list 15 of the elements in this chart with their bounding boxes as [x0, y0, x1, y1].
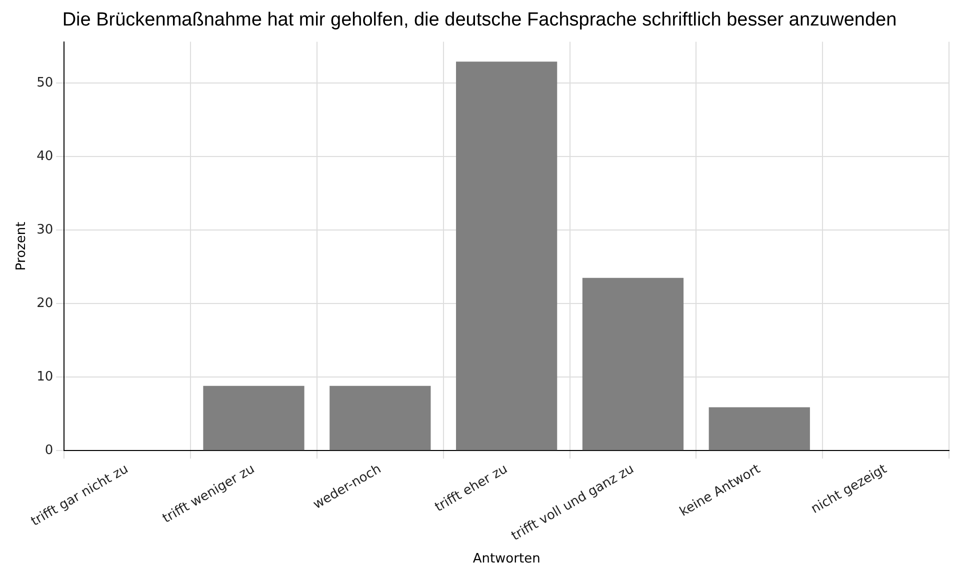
bar	[582, 278, 684, 450]
bar	[203, 386, 304, 450]
x-tick-label: trifft eher zu	[432, 462, 510, 516]
chart-title: Die Brückenmaßnahme hat mir geholfen, die deutsche Fachsprache schriftlich besser anzuwenden	[62, 10, 897, 31]
bar	[708, 407, 810, 450]
y-tick-label: 30	[36, 222, 54, 238]
x-axis-title: Antworten	[472, 552, 540, 567]
y-tick-label: 10	[36, 369, 54, 384]
y-tick-label: 50	[36, 75, 54, 90]
y-tick-label: 0	[44, 442, 54, 458]
bar	[456, 62, 558, 450]
bar	[330, 386, 431, 450]
y-axis-title: Prozent	[14, 222, 30, 271]
y-tick-label: 20	[36, 296, 54, 311]
y-tick-label: 40	[36, 148, 54, 164]
